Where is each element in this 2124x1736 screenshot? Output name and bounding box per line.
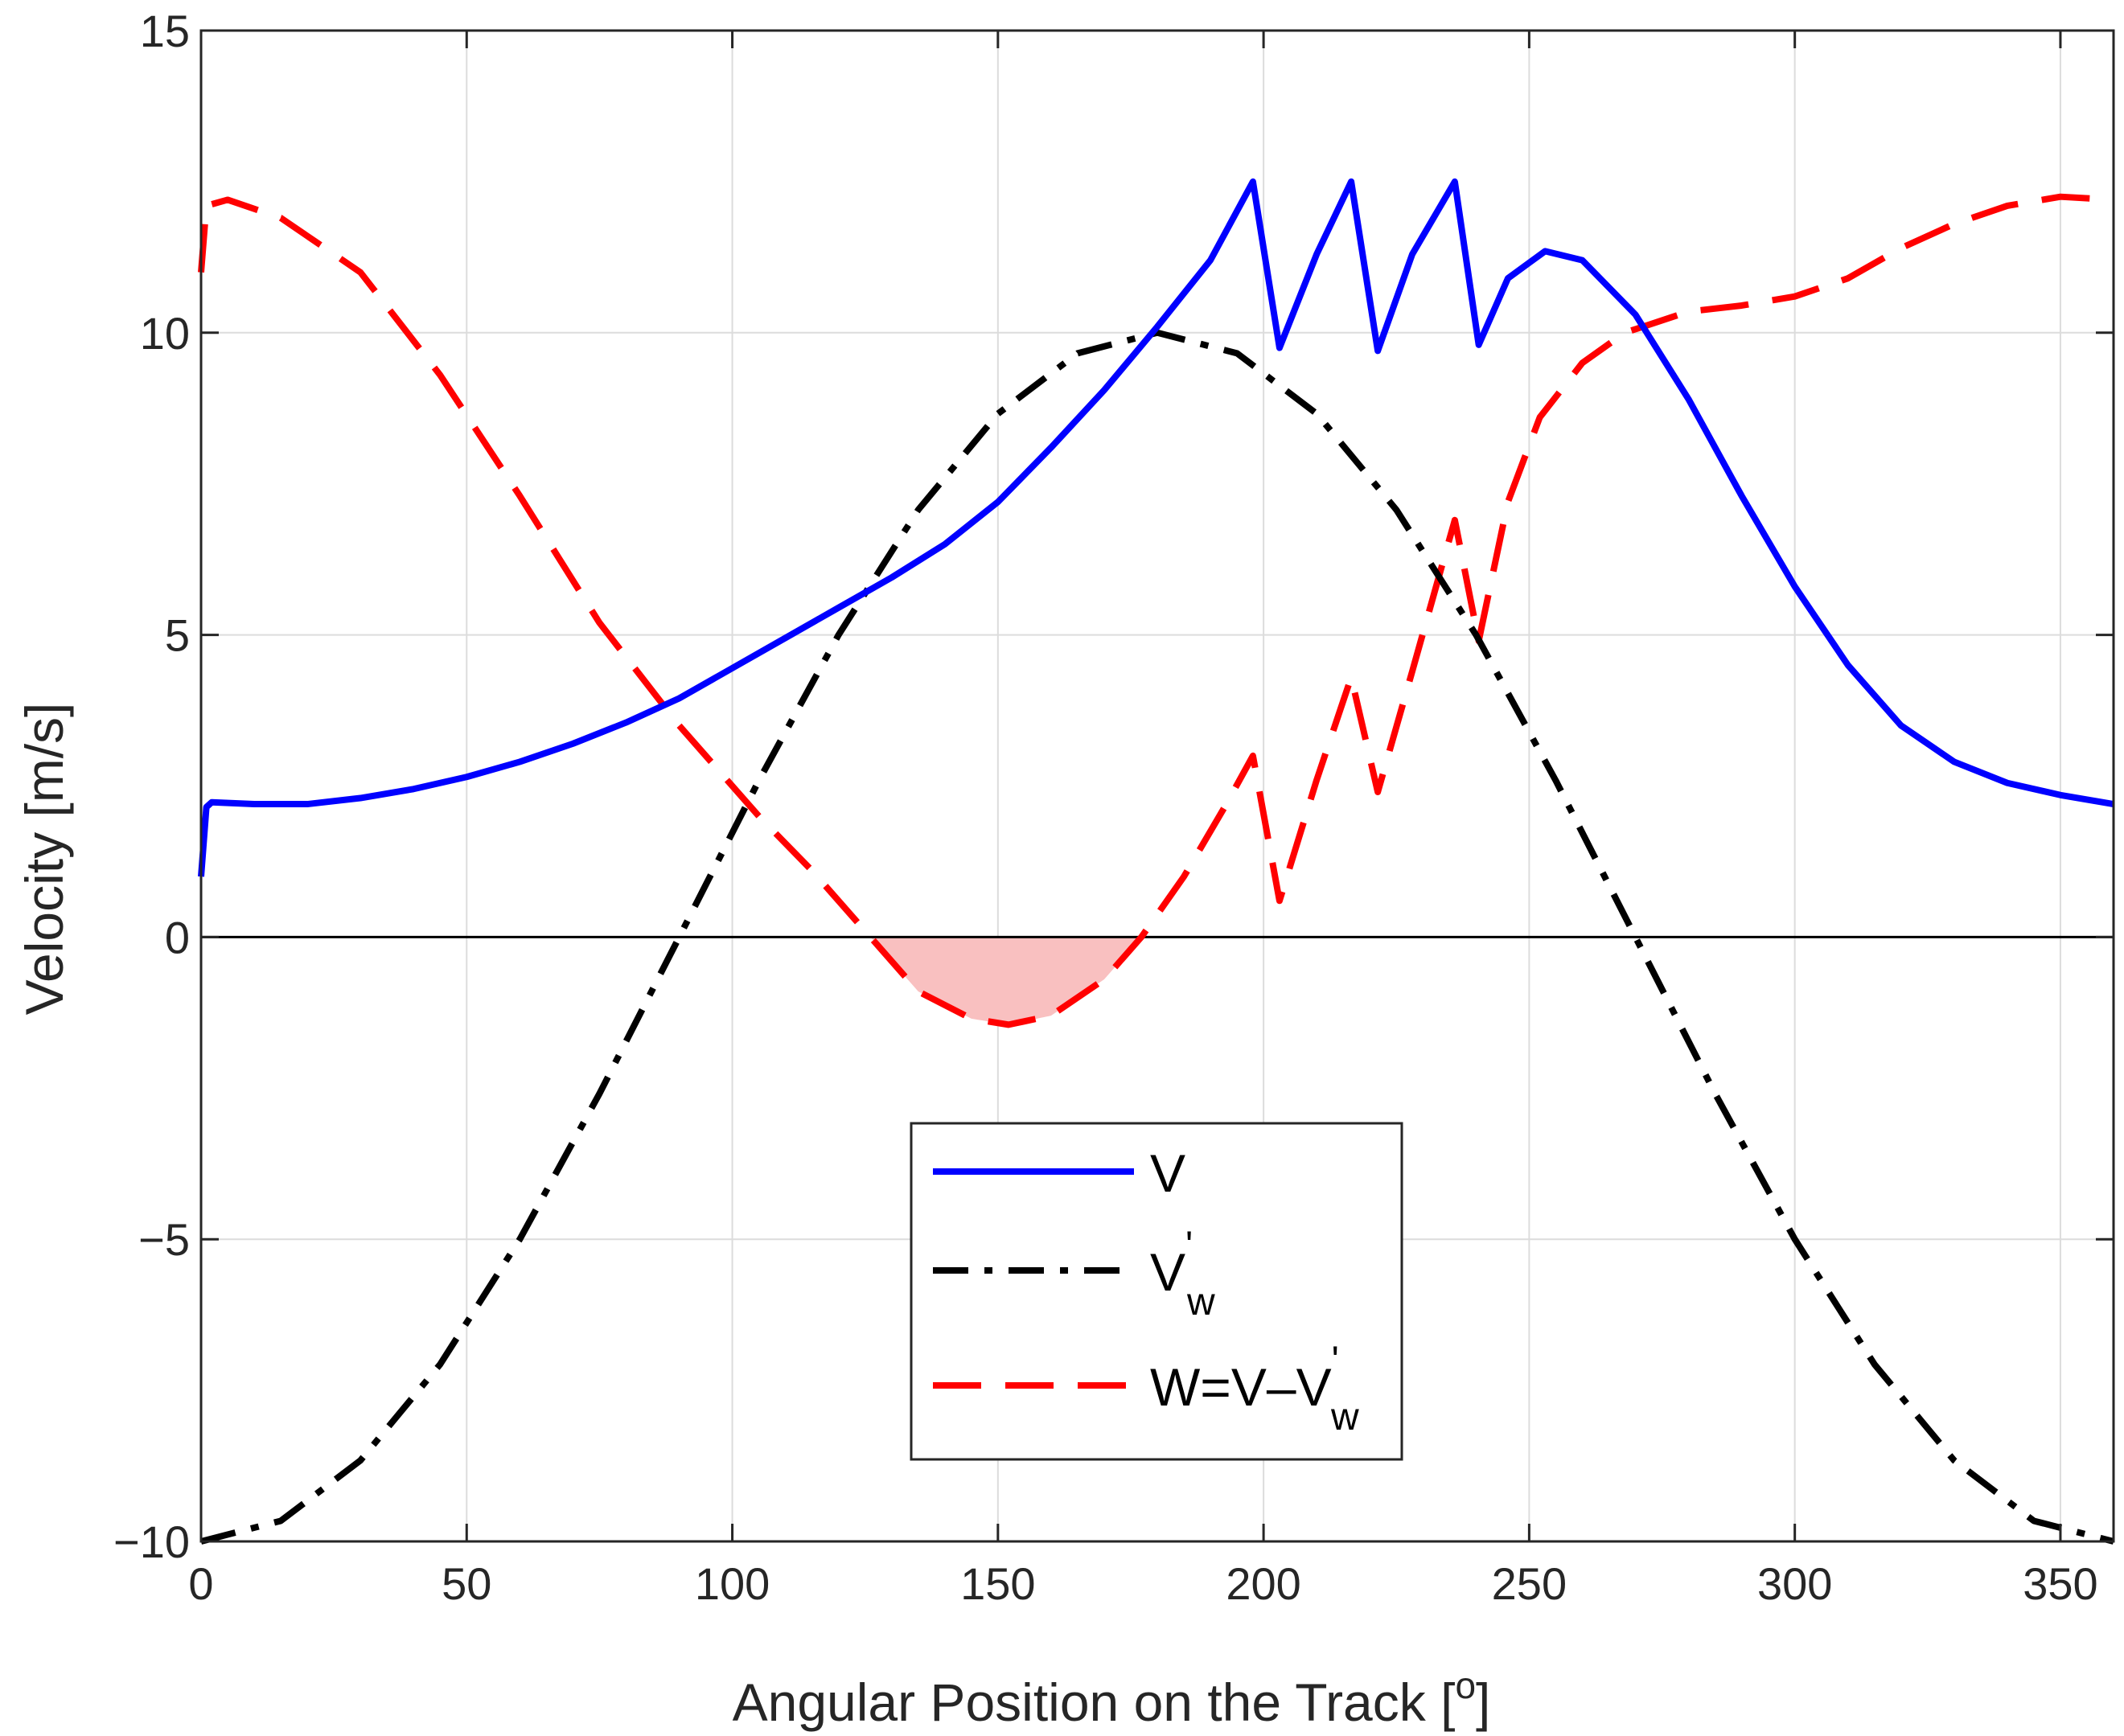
x-tick-label-6: 300 xyxy=(1757,1558,1832,1609)
legend-label-vw: V' w xyxy=(1150,1225,1215,1324)
plot-frame xyxy=(199,29,2115,1543)
legend-label-w: W=V–V' w xyxy=(1150,1340,1359,1438)
legend-label-v: V xyxy=(1150,1143,1185,1203)
legend-label-vw-sub: w xyxy=(1186,1281,1215,1324)
legend-label-w-sub: w xyxy=(1330,1396,1359,1438)
y-tick-label-5: 15 xyxy=(140,6,190,56)
x-tick-label-7: 350 xyxy=(2023,1558,2097,1609)
x-tick-label-2: 100 xyxy=(695,1558,770,1609)
y-tick-label-3: 5 xyxy=(165,610,190,661)
series-line-1 xyxy=(200,329,2114,1545)
x-axis-label-degree: o xyxy=(1455,1664,1476,1706)
y-tick-label-2: 0 xyxy=(165,912,190,962)
legend-label-w-prime: ' xyxy=(1332,1340,1339,1382)
legend-label-vw-main: V xyxy=(1150,1242,1185,1302)
legend-box xyxy=(910,1122,1403,1461)
y-tick-label-0: −10 xyxy=(113,1516,190,1567)
legend-label-w-main: W=V–V xyxy=(1150,1357,1332,1417)
series-line-2 xyxy=(198,193,2114,1028)
axis-ticks xyxy=(199,29,2114,1543)
negative-region-fill xyxy=(865,937,1147,1025)
x-tick-labels: 0 50 100 150 200 250 300 350 xyxy=(188,1558,2097,1609)
y-tick-labels: −10 −5 0 5 10 15 xyxy=(113,6,190,1567)
legend: V V' w W=V–V' w xyxy=(910,1122,1403,1461)
series-line-0 xyxy=(198,178,2114,877)
x-tick-label-4: 200 xyxy=(1226,1558,1300,1609)
x-tick-label-3: 150 xyxy=(960,1558,1035,1609)
x-tick-label-5: 250 xyxy=(1492,1558,1567,1609)
y-axis-label: Velocity [m/s] xyxy=(14,703,74,1016)
x-tick-label-1: 50 xyxy=(442,1558,491,1609)
x-axis-label: Angular Position on the Track [o] xyxy=(733,1664,1491,1732)
y-tick-label-4: 10 xyxy=(140,308,190,359)
x-axis-label-main: Angular Position on the Track [ xyxy=(733,1672,1456,1732)
x-tick-label-0: 0 xyxy=(188,1558,213,1609)
series-layer xyxy=(198,178,2114,1545)
x-axis-label-close: ] xyxy=(1476,1672,1490,1732)
legend-label-vw-prime: ' xyxy=(1185,1225,1193,1267)
y-tick-label-1: −5 xyxy=(138,1214,190,1265)
